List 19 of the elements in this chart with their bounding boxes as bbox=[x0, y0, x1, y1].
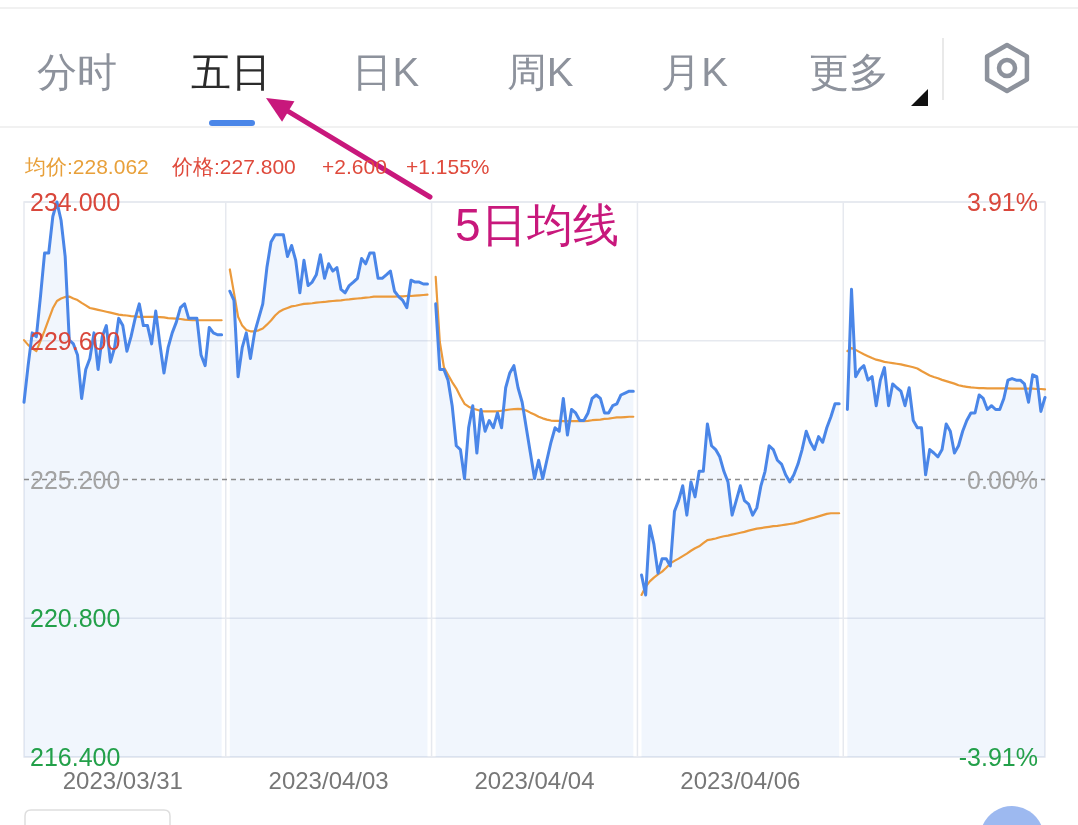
y2-tick-label: 3.91% bbox=[967, 188, 1038, 216]
y-tick-label: 220.800 bbox=[30, 604, 121, 633]
text: 分时 bbox=[37, 50, 117, 94]
text: 均价:228.062 bbox=[24, 155, 149, 178]
text: 月K bbox=[661, 50, 729, 94]
y-tick-label: 234.000 bbox=[30, 188, 121, 216]
x-tick-label: 2023/04/06 bbox=[680, 767, 801, 794]
text: +1.155% bbox=[406, 155, 490, 178]
x-tick-label: 2023/04/04 bbox=[474, 767, 595, 794]
text: 五日 bbox=[191, 50, 272, 94]
text: 价格:227.800 bbox=[171, 155, 296, 178]
y-tick-label: 225.200 bbox=[30, 465, 121, 494]
y2-tick-label: -3.91% bbox=[958, 743, 1038, 771]
annotation: 5日均线 bbox=[455, 199, 619, 251]
x-tick-label: 2023/04/03 bbox=[268, 767, 389, 794]
y2-tick-label: 0.00% bbox=[967, 465, 1038, 494]
text: 日K bbox=[352, 50, 420, 94]
text: 更多 bbox=[809, 50, 889, 94]
text: 周K bbox=[506, 50, 574, 94]
